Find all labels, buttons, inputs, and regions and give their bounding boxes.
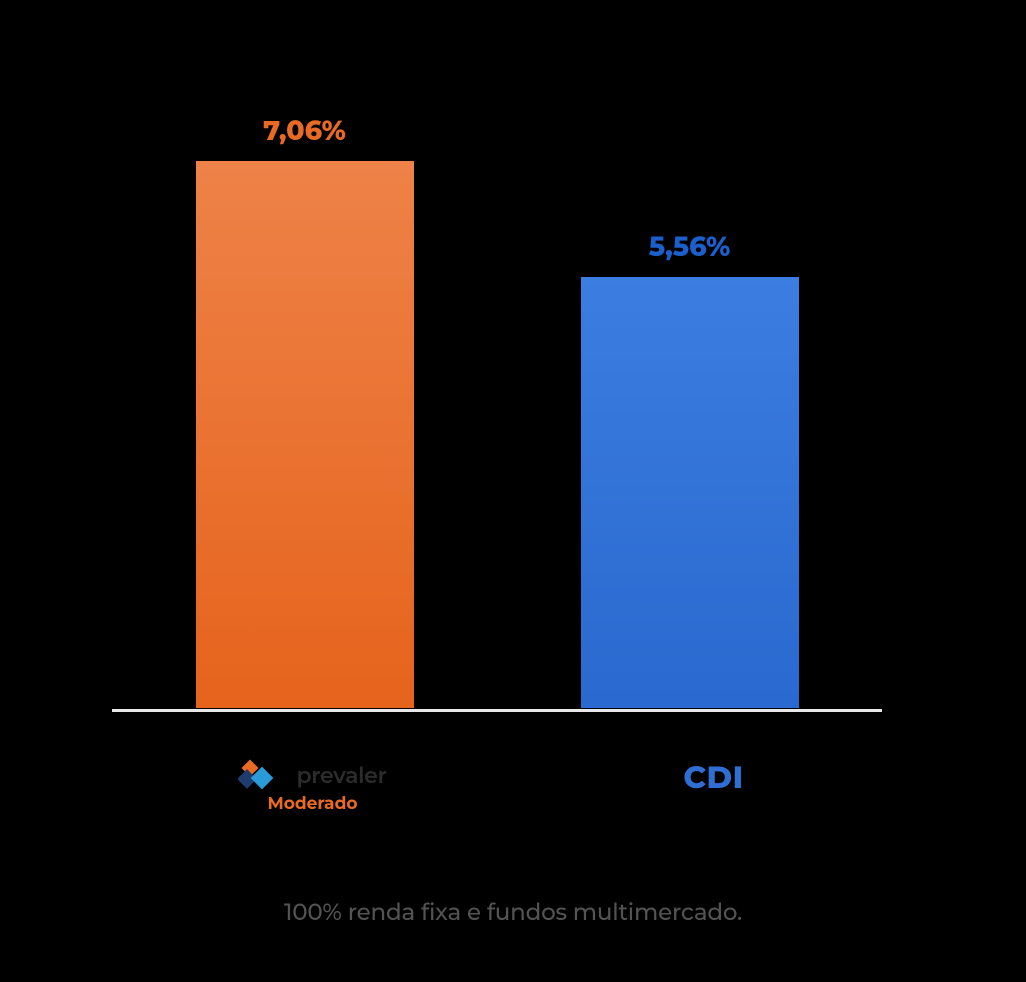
bar-label-1: 7,06% — [263, 114, 346, 147]
bars-container: 7,06% 5,56% — [112, 28, 882, 708]
cdi-label: CDI — [683, 758, 743, 796]
legend-item-cdi: CDI — [605, 758, 823, 814]
brand-name: prevaler — [296, 762, 386, 789]
legend-area: prevaler Moderado CDI — [0, 720, 1026, 814]
logo-row: prevaler — [238, 758, 386, 792]
brand-subtext: Moderado — [268, 794, 358, 814]
footer-description: 100% renda fixa e fundos multimercado. — [0, 898, 1026, 926]
x-axis-line — [112, 709, 882, 712]
bar-group-1: 7,06% — [196, 114, 414, 708]
prevaler-logo-icon — [238, 758, 286, 792]
bar-2 — [581, 277, 799, 708]
bar-label-2: 5,56% — [649, 230, 731, 263]
legend-item-prevaler: prevaler Moderado — [204, 758, 422, 814]
bar-group-2: 5,56% — [581, 230, 799, 708]
chart-area: 7,06% 5,56% — [0, 0, 1026, 720]
bar-1 — [196, 161, 414, 708]
